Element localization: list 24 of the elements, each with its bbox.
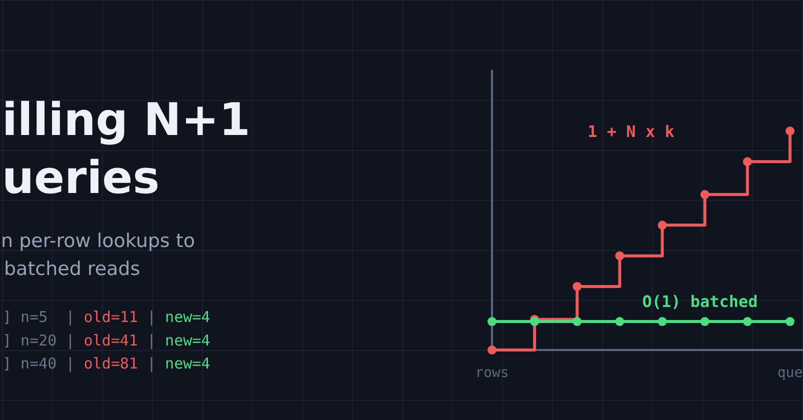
point [786, 126, 794, 136]
point [572, 317, 582, 326]
text: ] n=20 | old=41 | new=4 [2, 331, 210, 350]
point [658, 220, 667, 230]
point [700, 317, 710, 326]
x-tick-label: rows [475, 365, 509, 381]
point [615, 317, 624, 326]
text: ] n=40 | old=81 | new=4 [2, 354, 210, 373]
x-tick-label: que [777, 365, 803, 381]
point [530, 317, 540, 326]
point [700, 190, 710, 200]
point [572, 282, 582, 291]
text: illing N+1 ueries [2, 93, 250, 204]
point [658, 317, 667, 326]
series-label: O(1) batched [642, 292, 758, 311]
text: n per-row lookups to batched reads [1, 230, 195, 280]
point [615, 251, 624, 260]
point [742, 317, 752, 326]
text: ] n=5 | old=11 | new=4 [2, 308, 210, 326]
point [786, 317, 794, 326]
point [488, 317, 496, 326]
text: 1 + N x k [588, 122, 675, 141]
point [488, 346, 496, 354]
point [742, 157, 752, 166]
